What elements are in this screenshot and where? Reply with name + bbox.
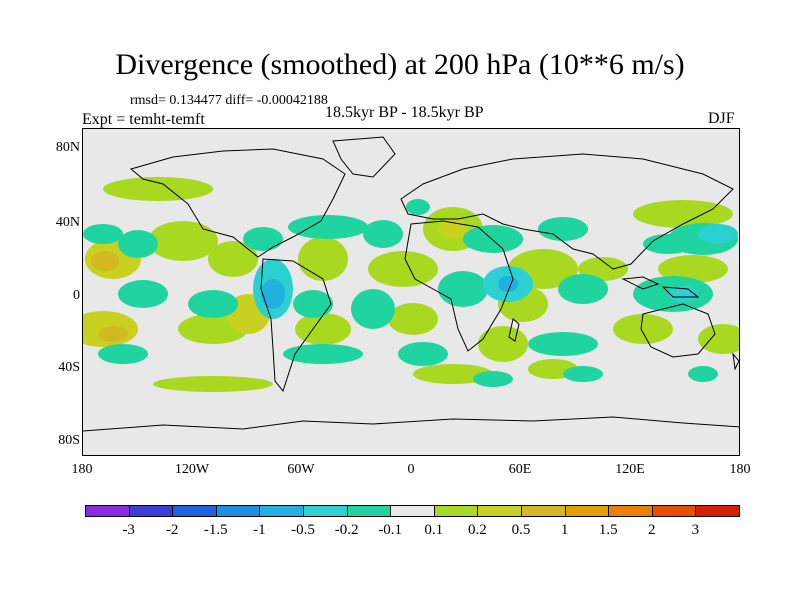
colorbar-cell	[172, 505, 217, 517]
colorbar-label: -2	[165, 522, 179, 538]
colorbar-label: 0.1	[424, 522, 444, 538]
season-label: DJF	[708, 110, 735, 127]
period-label: 18.5kyr BP - 18.5kyr BP	[325, 104, 484, 121]
colorbar-label: -1.5	[203, 522, 228, 538]
y-tick-40n: 40N	[55, 215, 80, 230]
y-tick-80n: 80N	[55, 140, 80, 155]
colorbar-label: 1	[560, 522, 569, 538]
colorbar-cell	[477, 505, 522, 517]
colorbar-label: 0.2	[468, 522, 487, 538]
colorbar-cell	[651, 505, 697, 517]
colorbar-cell	[215, 505, 261, 517]
colorbar-label: 1.5	[598, 522, 618, 538]
colorbar-cell	[608, 505, 653, 517]
negative-divergence-patches	[83, 199, 738, 387]
y-tick-0: 0	[73, 288, 80, 303]
x-tick-180e: 180	[729, 462, 751, 477]
x-tick-0: 0	[407, 462, 415, 477]
colorbar-label: -0.5	[291, 522, 315, 538]
colorbar-cell	[564, 505, 610, 517]
x-tick-180w: 180	[71, 462, 93, 477]
map-plot-area	[82, 128, 740, 456]
experiment-label: Expt = temht-temft	[82, 111, 205, 128]
coastlines	[83, 136, 739, 432]
colorbar-cell	[346, 505, 392, 517]
colorbar-label: 2	[648, 522, 656, 538]
divergence-map	[83, 136, 739, 432]
colorbar-label: -0.1	[378, 522, 403, 538]
plot-title: Divergence (smoothed) at 200 hPa (10**6 …	[115, 48, 685, 81]
colorbar-cell	[695, 505, 740, 517]
colorbar-cell	[303, 505, 348, 517]
x-tick-60w: 60W	[287, 462, 315, 477]
rmsd-diff-stats: rmsd= 0.134477 diff= -0.00042188	[130, 93, 328, 108]
colorbar-cell	[259, 505, 304, 517]
colorbar-cell	[85, 505, 130, 517]
x-tick-60e: 60E	[508, 462, 532, 477]
y-tick-80s: 80S	[58, 433, 80, 448]
y-tick-40s: 40S	[58, 360, 80, 375]
colorbar-cell	[433, 505, 479, 517]
colorbar-cell	[390, 505, 435, 517]
colorbar-label: -1	[253, 522, 266, 538]
colorbar-label: 3	[691, 522, 700, 538]
x-tick-120w: 120W	[174, 462, 210, 477]
colorbar-cell	[128, 505, 174, 517]
colorbar	[85, 505, 740, 517]
colorbar-cell	[521, 505, 566, 517]
colorbar-label: -3	[122, 522, 135, 538]
x-tick-120e: 120E	[615, 462, 645, 477]
colorbar-label: 0.5	[511, 522, 531, 538]
colorbar-label: -0.2	[334, 522, 359, 538]
positive-divergence-patches	[83, 177, 739, 392]
